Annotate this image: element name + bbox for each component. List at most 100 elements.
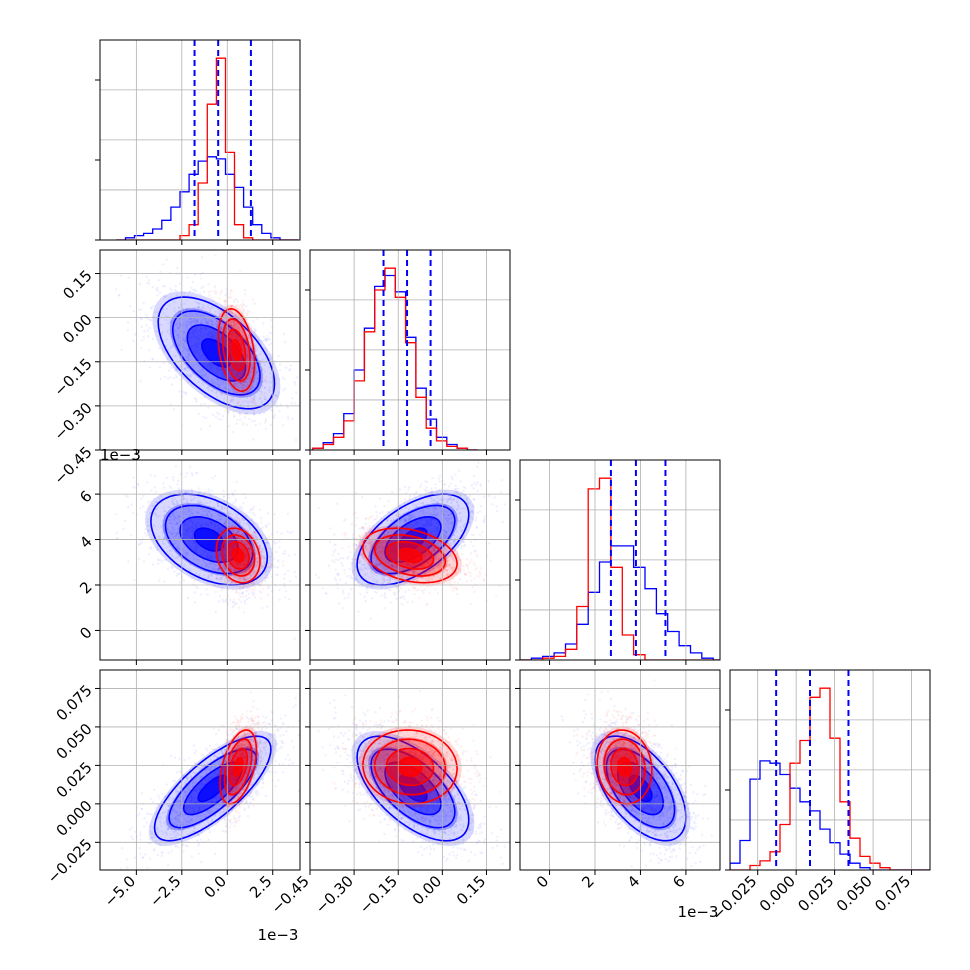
blue-scatter-point [137, 483, 140, 487]
blue-scatter-point [220, 577, 223, 580]
blue-scatter-point [302, 427, 304, 429]
blue-scatter-point [268, 331, 272, 335]
blue-scatter-point [197, 412, 200, 416]
blue-scatter-point [203, 373, 206, 376]
red-scatter-point [236, 324, 240, 327]
blue-scatter-point [210, 495, 214, 498]
red-scatter-point [235, 382, 238, 385]
red-scatter-point [237, 579, 240, 582]
blue-scatter-point [273, 394, 276, 397]
blue-scatter-point [242, 578, 245, 581]
blue-scatter-point [242, 522, 245, 525]
blue-scatter-point [252, 413, 256, 416]
blue-scatter-point [303, 366, 305, 368]
red-scatter-point [259, 597, 263, 600]
red-scatter-point [204, 307, 207, 311]
blue-scatter-point [260, 366, 263, 370]
blue-scatter-point [186, 596, 190, 600]
blue-scatter-point [154, 311, 157, 314]
blue-scatter-point [162, 482, 165, 485]
blue-scatter-point [210, 322, 213, 325]
blue-scatter-point [277, 560, 280, 563]
red-scatter-point [249, 310, 252, 314]
red-scatter-point [232, 323, 235, 327]
blue-scatter-point [185, 472, 189, 475]
red-scatter-point [258, 547, 261, 550]
red-scatter-point [237, 329, 241, 332]
blue-scatter-point [254, 372, 258, 375]
blue-scatter-point [278, 540, 281, 543]
blue-scatter-point [210, 379, 213, 383]
blue-scatter-point [158, 291, 162, 294]
blue-scatter-point [173, 516, 177, 519]
red-scatter-point [219, 392, 222, 395]
blue-scatter-point [266, 605, 269, 608]
blue-scatter-point [249, 368, 252, 371]
red-scatter-point [214, 322, 217, 325]
blue-scatter-point [239, 505, 242, 508]
blue-scatter-point [162, 506, 165, 509]
blue-scatter-point [168, 304, 171, 307]
blue-scatter-point [210, 319, 213, 322]
blue-scatter-point [242, 380, 245, 384]
red-scatter-point [243, 578, 246, 581]
red-scatter-point [229, 568, 233, 571]
blue-scatter-point [235, 602, 238, 605]
blue-scatter-point [171, 502, 174, 505]
red-scatter-point [233, 381, 236, 385]
blue-scatter-point [231, 605, 234, 609]
red-scatter-point [252, 572, 255, 575]
red-scatter-point [249, 573, 253, 576]
blue-scatter-point [201, 374, 204, 377]
blue-scatter-point [178, 515, 181, 519]
red-scatter-point [260, 550, 263, 553]
blue-scatter-point [173, 570, 176, 573]
blue-scatter-point [152, 523, 155, 527]
blue-scatter-point [267, 585, 270, 588]
blue-scatter-point [244, 571, 247, 574]
red-scatter-point [253, 531, 256, 534]
blue-scatter-point [175, 533, 178, 536]
blue-scatter-point [178, 306, 181, 309]
blue-scatter-point [246, 361, 249, 365]
blue-scatter-point [169, 550, 172, 553]
blue-scatter-point [184, 491, 187, 494]
blue-scatter-point [193, 496, 196, 499]
red-scatter-point [246, 364, 249, 368]
blue-scatter-point [242, 384, 245, 387]
red-scatter-point [252, 582, 255, 585]
red-scatter-point [253, 377, 257, 380]
red-scatter-point [241, 382, 244, 385]
red-scatter-point [210, 514, 213, 518]
blue-scatter-point [277, 354, 280, 358]
blue-scatter-point [203, 374, 207, 377]
blue-scatter-point [251, 511, 255, 515]
red-scatter-point [224, 301, 227, 304]
blue-scatter-point [175, 368, 178, 372]
blue-scatter-point [187, 510, 191, 513]
blue-scatter-point [185, 314, 188, 317]
blue-scatter-point [187, 508, 190, 511]
blue-scatter-point [214, 415, 218, 418]
blue-scatter-point [175, 322, 178, 326]
blue-scatter-point [187, 356, 190, 359]
blue-scatter-point [253, 395, 256, 398]
blue-scatter-point [151, 337, 155, 341]
red-scatter-point [241, 421, 245, 425]
blue-scatter-point [290, 460, 292, 462]
blue-scatter-point [278, 391, 281, 394]
red-scatter-point [264, 417, 268, 421]
blue-scatter-point [247, 548, 250, 551]
blue-scatter-point [202, 305, 205, 309]
blue-scatter-point [199, 428, 203, 431]
red-scatter-point [247, 355, 250, 358]
blue-scatter-point [264, 419, 267, 422]
blue-scatter-point [185, 324, 188, 327]
blue-scatter-point [174, 550, 177, 553]
blue-scatter-point [178, 282, 182, 285]
blue-scatter-point [212, 567, 215, 571]
blue-scatter-point [245, 305, 248, 308]
red-scatter-point [199, 277, 203, 280]
blue-scatter-point [205, 588, 208, 591]
blue-scatter-point [252, 385, 256, 388]
